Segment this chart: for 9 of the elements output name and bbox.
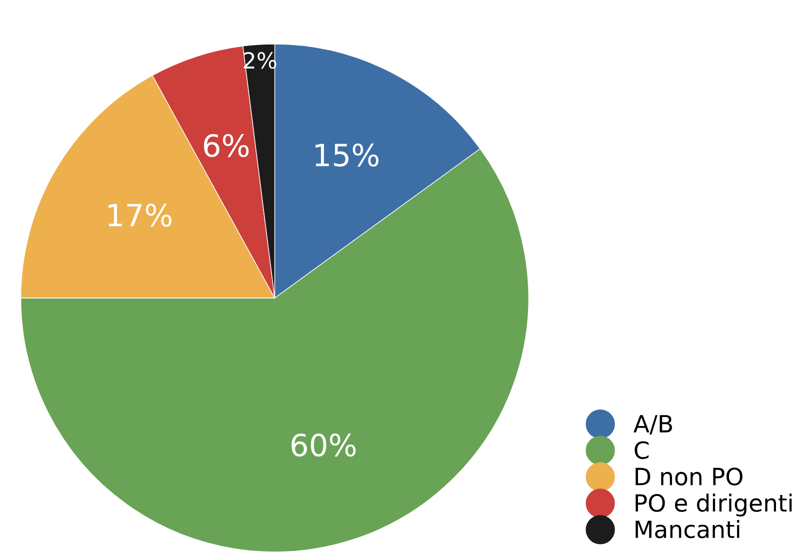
data-label: 60% [292,433,356,457]
data-label: 15% [316,143,378,167]
legend-label: D non PO [636,468,742,486]
legend-label: PO e dirigenti [636,494,792,516]
legend-label: Mancanti [636,520,740,538]
legend-label: C [634,441,649,460]
data-label: 17% [108,204,172,227]
data-label: 6% [204,134,249,158]
legend-label: A/B [634,415,672,435]
